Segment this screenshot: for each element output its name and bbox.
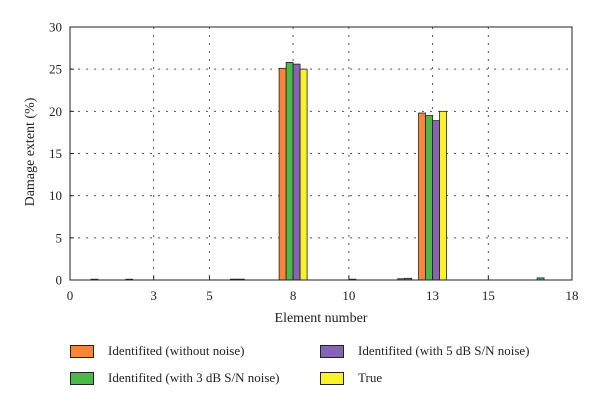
legend: Identifited (without noise) Identifited … [70,343,590,393]
bar [299,68,308,281]
bar [292,63,301,281]
y-tick-label: 20 [49,104,62,119]
legend-swatch [320,344,344,358]
axis-ticks: 0 3 5 8 10 13 15 18 0 5 10 15 20 25 30 [49,20,579,304]
y-tick-label: 25 [49,62,62,77]
legend-swatch [320,371,344,385]
y-axis-label: Damage extent (%) [23,97,38,206]
plot-frame [69,26,573,281]
legend-label: True [358,370,383,385]
bars [90,62,545,281]
bar [285,62,294,281]
legend-swatch [70,344,94,358]
legend-swatch [70,371,94,385]
legend-label: Identifited (without noise) [108,343,245,358]
legend-label: Identifited (with 3 dB S/N noise) [108,370,280,385]
bar [439,110,447,281]
y-tick-label: 30 [49,20,62,35]
bar [425,115,433,281]
x-tick-label: 15 [482,288,495,303]
y-tick-label: 10 [49,188,62,203]
legend-item: True [320,370,382,386]
grid [70,27,572,280]
y-tick-label: 15 [49,146,62,161]
x-tick-label: 10 [342,288,355,303]
x-axis-label: Element number [275,311,368,326]
y-tick-label: 0 [56,273,63,288]
legend-item: Identifited (with 5 dB S/N noise) [320,343,530,359]
x-tick-label: 18 [566,288,579,303]
bar [278,67,287,281]
x-tick-label: 13 [426,288,439,303]
x-tick-label: 5 [206,288,213,303]
x-tick-label: 8 [290,288,297,303]
bar [432,120,440,281]
x-tick-label: 3 [150,288,157,303]
y-tick-label: 5 [56,230,63,245]
bar [418,112,426,281]
legend-label: Identifited (with 5 dB S/N noise) [358,343,530,358]
legend-item: Identifited (with 3 dB S/N noise) [70,370,280,386]
legend-item: Identifited (without noise) [70,343,244,359]
x-tick-label: 0 [67,288,74,303]
